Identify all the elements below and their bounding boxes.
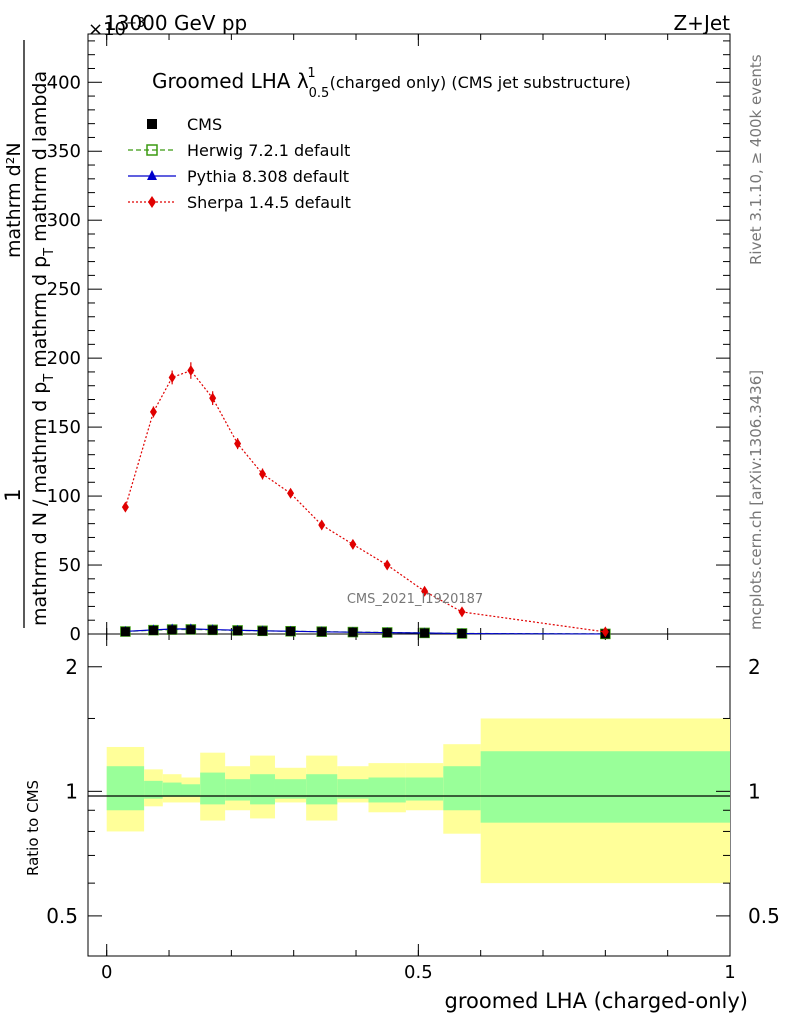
cms-point [120, 627, 130, 637]
legend-herwig-label: Herwig 7.2.1 default [187, 141, 350, 160]
header-energy: 13000 GeV pp [104, 11, 247, 35]
sherpa-point [149, 406, 157, 418]
ratio-bands [106, 718, 730, 884]
y-label-top: mathrm d²N [3, 142, 25, 258]
ratio-tick-label: 2 [65, 655, 78, 679]
legend-cms-label: CMS [187, 115, 222, 134]
ratio-band-green [368, 777, 406, 803]
cms-point [286, 626, 296, 636]
pythia-line [125, 628, 606, 635]
legend-pythia-marker [147, 170, 157, 180]
cms-point [186, 625, 196, 635]
x-axis-label: groomed LHA (charged-only) [445, 989, 748, 1013]
x-tick-label: 1 [724, 962, 735, 983]
sherpa-point [601, 626, 609, 638]
cms-point [167, 625, 177, 635]
ratio-tick-label-right: 2 [748, 655, 761, 679]
cms-point [457, 629, 467, 639]
x-tick-label: 0.5 [404, 962, 433, 983]
cms-point [382, 628, 392, 638]
sherpa-point [318, 519, 326, 531]
sherpa-point [287, 487, 295, 499]
y-tick-label: 100 [47, 486, 81, 507]
y-tick-label: 300 [47, 210, 81, 231]
ratio-band-green [480, 751, 730, 823]
ratio-band-green [405, 777, 444, 801]
ratio-band-green [274, 779, 307, 799]
exponent-label: ×10−3 [88, 16, 145, 40]
cms-point [208, 625, 218, 635]
legend: CMS Herwig 7.2.1 default Pythia 8.308 defa… [128, 115, 351, 212]
cms-point [148, 625, 158, 635]
y-tick-label: 200 [47, 348, 81, 369]
sherpa-point [121, 501, 129, 513]
ratio-tick-label-right: 0.5 [748, 904, 780, 928]
header-process: Z+Jet [673, 11, 730, 35]
legend-sherpa-label: Sherpa 1.4.5 default [187, 193, 351, 212]
sherpa-point [349, 538, 357, 550]
ratio-band-green [306, 774, 338, 805]
cms-point [420, 628, 430, 638]
cms-point [233, 626, 243, 636]
ratio-band-green [144, 780, 163, 799]
ratio-tick-label: 0.5 [46, 904, 78, 928]
sherpa-point [421, 585, 429, 597]
rivet-version-text: Rivet 3.1.10, ≥ 400k events [747, 54, 765, 265]
sherpa-point [383, 559, 391, 571]
y-tick-label: 400 [47, 72, 81, 93]
cms-point [348, 627, 358, 637]
y-axis-label: 1 mathrm d N / mathrm d pT mathrm d pT m… [1, 40, 57, 628]
sherpa-point [259, 468, 267, 480]
mcplots-url-text: mcplots.cern.ch [arXiv:1306.3436] [747, 370, 765, 630]
series-layer [120, 362, 611, 640]
y-tick-label: 50 [58, 555, 81, 576]
y-label-denominator: mathrm d N / mathrm d pT mathrm d pT mat… [29, 71, 57, 626]
ratio-band-green [337, 779, 369, 799]
x-tick-label: 0 [101, 962, 112, 983]
sherpa-point [168, 371, 176, 383]
ratio-tick-label-right: 1 [748, 779, 761, 803]
ratio-y-label: Ratio to CMS [24, 780, 42, 876]
ratio-band-green [181, 784, 201, 797]
ratio-band-green [200, 772, 226, 805]
y-tick-label: 0 [70, 624, 81, 645]
sherpa-point [187, 365, 195, 377]
legend-cms-marker [147, 119, 157, 129]
ratio-band-green [443, 766, 481, 811]
sherpa-point [458, 606, 466, 618]
plot-title: Groomed LHA λ0.51 (charged only) (CMS jet… [152, 66, 631, 101]
y-tick-label: 150 [47, 417, 81, 438]
legend-pythia-label: Pythia 8.308 default [187, 167, 349, 186]
analysis-watermark: CMS_2021_I1920187 [347, 592, 483, 607]
y-tick-label: 250 [47, 279, 81, 300]
sherpa-line [124, 369, 606, 633]
sherpa-point [234, 438, 242, 450]
ratio-band-green [162, 782, 182, 797]
legend-sherpa-marker [148, 196, 156, 208]
y-label-numerator: 1 [1, 488, 25, 501]
cms-point [317, 627, 327, 637]
cms-point [258, 626, 268, 636]
legend-herwig-marker [146, 144, 158, 156]
y-tick-label: 350 [47, 141, 81, 162]
ratio-tick-label: 1 [65, 779, 78, 803]
ratio-band-green [106, 766, 145, 811]
sherpa-point [209, 392, 217, 404]
main-plot-frame [87, 33, 731, 635]
ratio-band-green [225, 779, 251, 801]
axes: 0 0.5 1 0 50 100 150 200 250 300 350 400 0.5 0.5 1 1 2 2 [46, 34, 780, 983]
ratio-band-green [250, 774, 275, 805]
